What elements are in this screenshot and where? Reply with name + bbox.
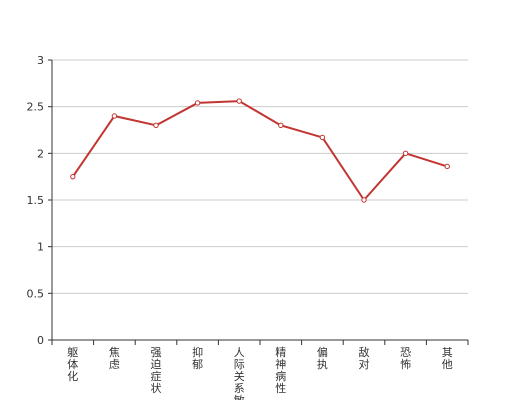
data-point[interactable]: [111, 113, 118, 119]
x-tick-label: 抑郁: [192, 345, 203, 371]
data-point[interactable]: [444, 163, 450, 170]
y-tick-label: 2: [37, 147, 44, 160]
x-axis: 躯体化 焦虑 强迫症状 抑郁 人际关系敏感 精神病性 偏执 敌对 恐怖 其他: [51, 60, 469, 400]
y-tick-label: 1: [37, 241, 44, 254]
data-point[interactable]: [70, 173, 76, 180]
data-point[interactable]: [361, 197, 367, 203]
series-group: [70, 98, 450, 203]
x-tick-label: 人际关系敏感: [234, 346, 245, 400]
x-tick-label: 躯体化: [67, 346, 78, 383]
series-line: [71, 100, 448, 201]
data-point[interactable]: [319, 134, 326, 141]
data-point[interactable]: [194, 100, 201, 106]
x-tick-label: 敌对: [359, 345, 370, 371]
x-tick-label: 精神病性: [275, 346, 286, 395]
y-tick-label: 3: [37, 54, 44, 67]
y-tick-label: 0: [37, 334, 44, 347]
grid-lines: [52, 59, 468, 294]
data-point[interactable]: [278, 122, 284, 129]
x-tick-label: 恐怖: [400, 346, 411, 371]
x-tick-label: 偏执: [317, 345, 328, 371]
data-point[interactable]: [236, 98, 242, 104]
y-axis-ticks: 0 0.5 1 1.5 2 2.5 3: [27, 54, 52, 347]
y-tick-label: 0.5: [27, 287, 45, 300]
x-tick-label: 强迫症状: [151, 346, 162, 395]
x-tick-label: 其他: [442, 346, 453, 371]
data-point[interactable]: [402, 150, 409, 157]
x-tick-label: 焦虑: [109, 346, 120, 371]
y-tick-label: 1.5: [27, 194, 45, 207]
y-tick-label: 2.5: [27, 101, 45, 114]
data-point[interactable]: [153, 122, 159, 129]
